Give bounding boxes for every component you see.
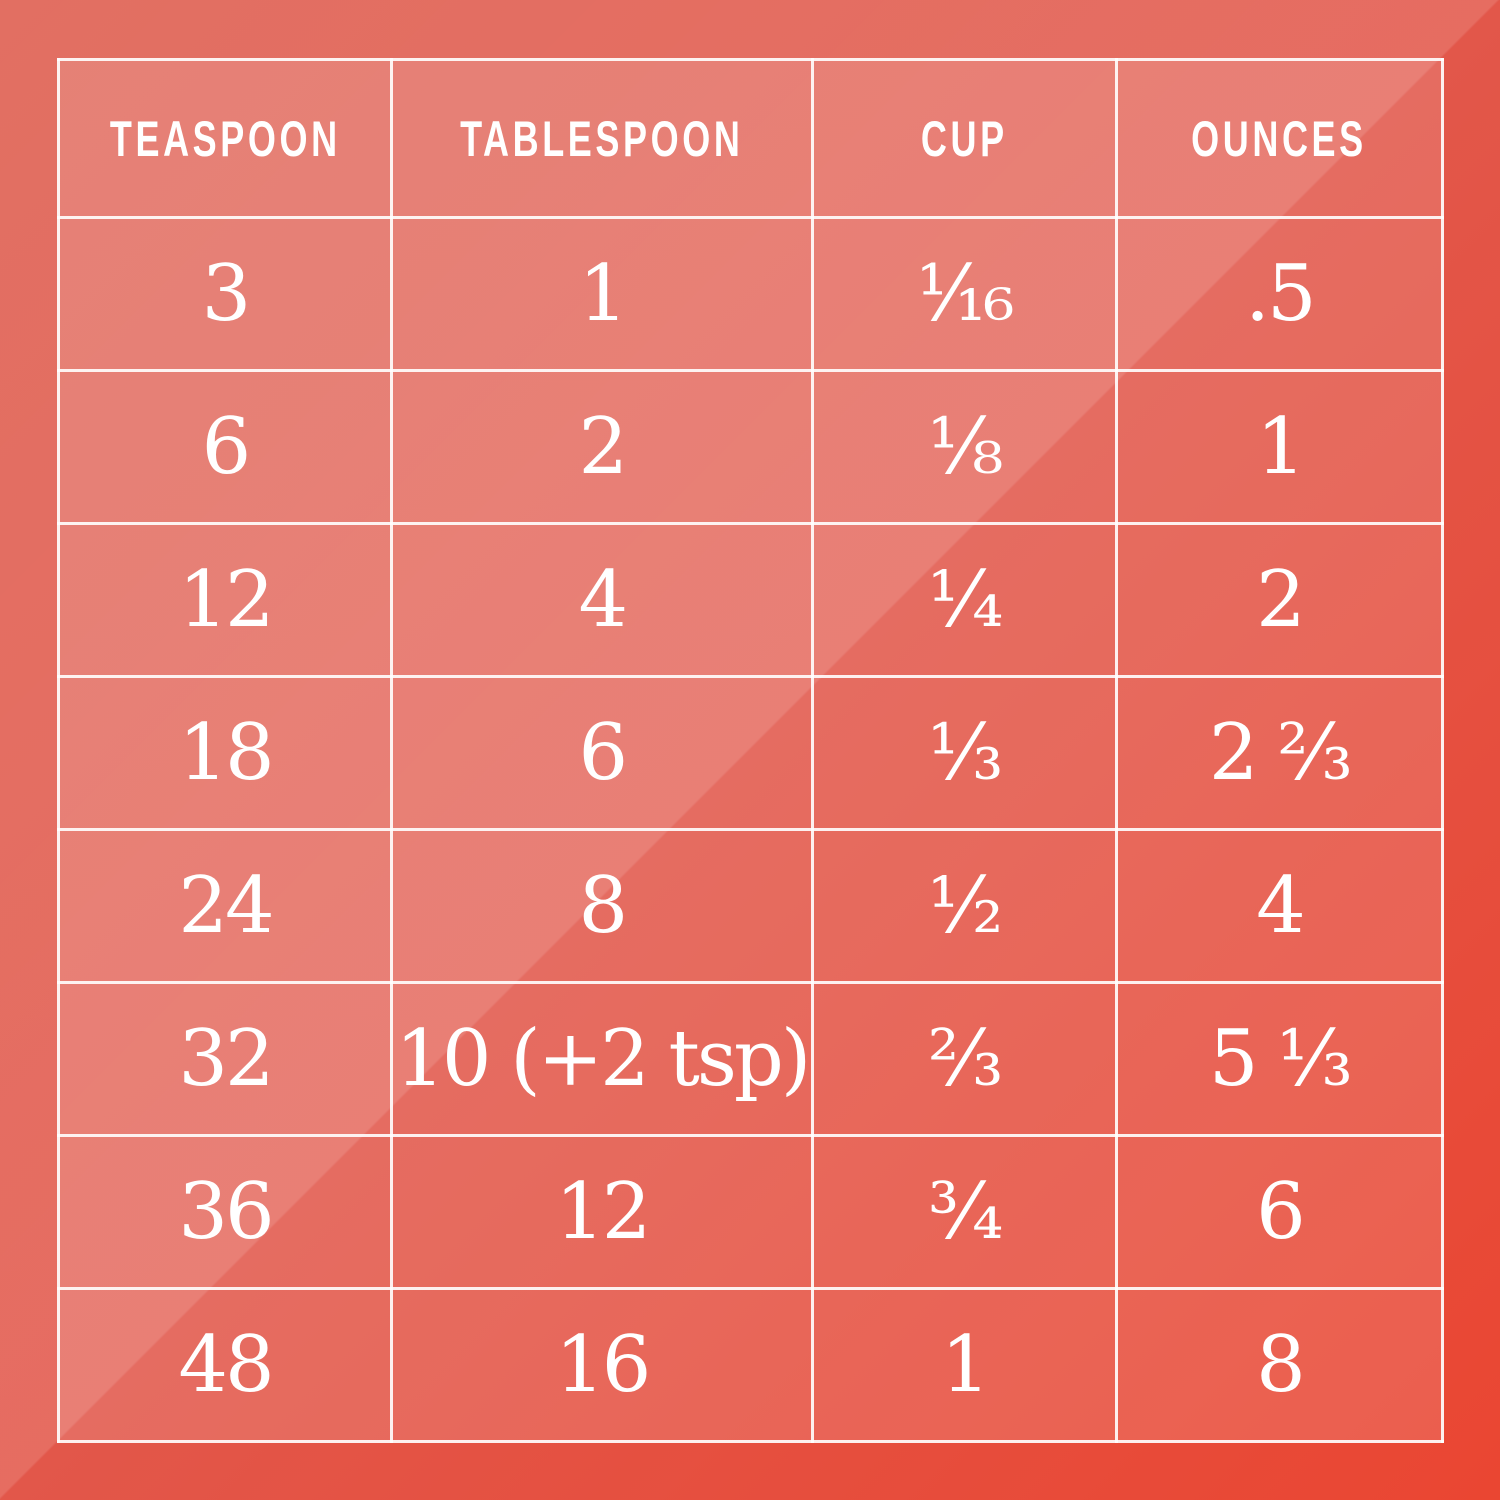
conversion-table: TEASPOON TABLESPOON CUP OUNCES 3 1 ¹⁄₁₆ .5 6… — [57, 58, 1445, 1443]
table-row: 24 8 ½ 4 — [57, 828, 1445, 984]
cell-tablespoon: 2 — [389, 369, 814, 525]
cell-cup: ½ — [810, 828, 1118, 984]
cell-teaspoon: 12 — [57, 522, 393, 678]
header-label: TEASPOON — [109, 110, 341, 167]
cell-cup: 1 — [810, 1287, 1118, 1443]
cell-teaspoon: 18 — [57, 675, 393, 831]
cell-ounces: 4 — [1114, 828, 1445, 984]
cell-tablespoon: 8 — [389, 828, 814, 984]
header-label: CUP — [920, 110, 1008, 167]
cell-cup: ⅓ — [810, 675, 1118, 831]
cell-cup: ¾ — [810, 1134, 1118, 1290]
cell-ounces: 6 — [1114, 1134, 1445, 1290]
cell-ounces: 1 — [1114, 369, 1445, 525]
cell-teaspoon: 3 — [57, 216, 393, 372]
cell-tablespoon: 4 — [389, 522, 814, 678]
table-row: 48 16 1 8 — [57, 1287, 1445, 1443]
cell-ounces: 8 — [1114, 1287, 1445, 1443]
cell-tablespoon: 10 (+2 tsp) — [389, 981, 814, 1137]
cell-teaspoon: 48 — [57, 1287, 393, 1443]
cell-ounces: .5 — [1114, 216, 1445, 372]
cell-ounces: 2 ⅔ — [1114, 675, 1445, 831]
cell-tablespoon: 6 — [389, 675, 814, 831]
cell-tablespoon: 12 — [389, 1134, 814, 1290]
header-label: OUNCES — [1191, 110, 1368, 167]
header-tablespoon: TABLESPOON — [389, 58, 814, 219]
table-row: 32 10 (+2 tsp) ⅔ 5 ⅓ — [57, 981, 1445, 1137]
cell-teaspoon: 32 — [57, 981, 393, 1137]
cell-cup: ⅛ — [810, 369, 1118, 525]
table-row: 18 6 ⅓ 2 ⅔ — [57, 675, 1445, 831]
header-teaspoon: TEASPOON — [57, 58, 393, 219]
table-row: 12 4 ¼ 2 — [57, 522, 1445, 678]
cell-cup: ¹⁄₁₆ — [810, 216, 1118, 372]
cell-ounces: 5 ⅓ — [1114, 981, 1445, 1137]
cell-tablespoon: 1 — [389, 216, 814, 372]
cell-ounces: 2 — [1114, 522, 1445, 678]
table-row: 36 12 ¾ 6 — [57, 1134, 1445, 1290]
header-row: TEASPOON TABLESPOON CUP OUNCES — [57, 58, 1445, 219]
cell-teaspoon: 36 — [57, 1134, 393, 1290]
cell-teaspoon: 24 — [57, 828, 393, 984]
header-ounces: OUNCES — [1114, 58, 1445, 219]
cell-cup: ¼ — [810, 522, 1118, 678]
cell-teaspoon: 6 — [57, 369, 393, 525]
header-cup: CUP — [810, 58, 1118, 219]
cell-cup: ⅔ — [810, 981, 1118, 1137]
cell-tablespoon: 16 — [389, 1287, 814, 1443]
header-label: TABLESPOON — [460, 110, 744, 167]
table-row: 3 1 ¹⁄₁₆ .5 — [57, 216, 1445, 372]
